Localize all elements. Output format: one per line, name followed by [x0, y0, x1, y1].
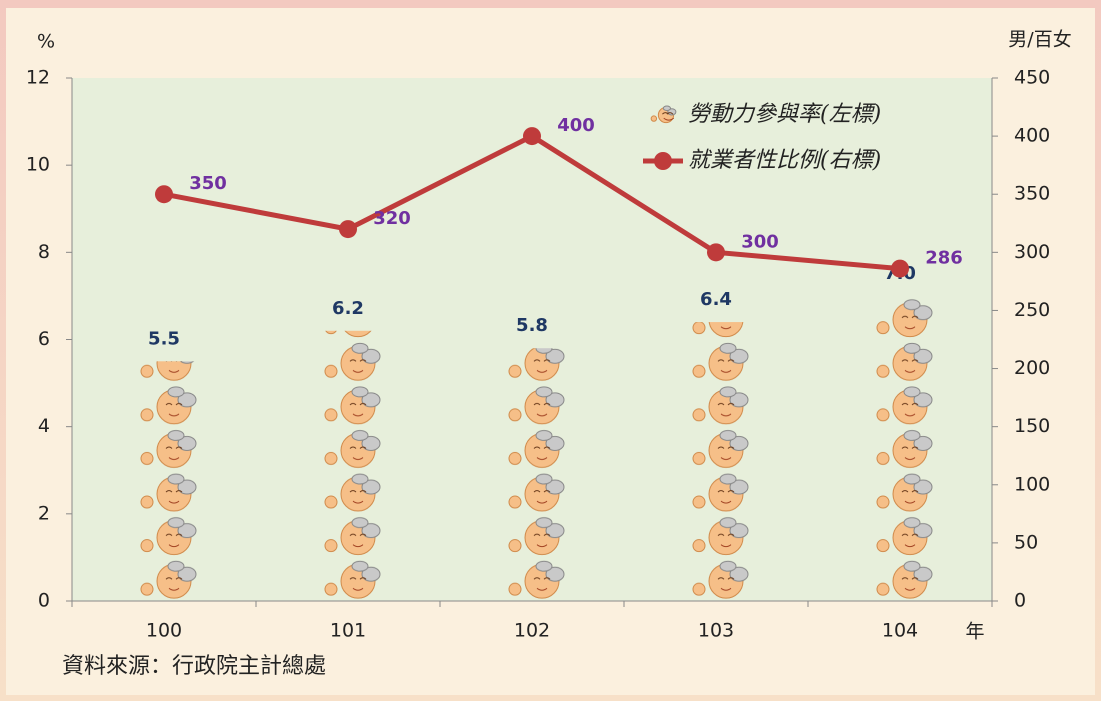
y2-tick-label: 400 [1014, 125, 1050, 147]
line-value-label: 400 [557, 115, 595, 136]
eye [662, 112, 674, 115]
x-tick-label: 104 [882, 620, 918, 642]
y2-axis-label: 男/百女 [1008, 29, 1071, 51]
y2-tick-label: 300 [1014, 241, 1050, 263]
legend-icon [654, 152, 672, 170]
y2-tick-label: 450 [1014, 67, 1050, 89]
bar-value-label: 6.2 [332, 298, 364, 319]
legend-icon [650, 105, 677, 124]
y2-tick-label: 50 [1014, 531, 1038, 553]
y2-tick-label: 250 [1014, 299, 1050, 321]
y-tick-label: 2 [38, 502, 50, 524]
line-point [339, 220, 357, 239]
pictograph-bar [440, 348, 624, 601]
line-point [523, 127, 541, 146]
y-tick-label: 12 [26, 67, 50, 89]
line-value-label: 300 [741, 231, 779, 252]
line-value-label: 320 [373, 208, 411, 229]
x-tick-label: 100 [146, 620, 182, 642]
line-value-label: 286 [925, 248, 963, 269]
y2-tick-label: 350 [1014, 183, 1050, 205]
y2-tick-label: 0 [1014, 590, 1026, 612]
legend-label: 勞動力參與率(左標) [688, 102, 881, 127]
bar-value-label: 5.5 [148, 328, 180, 349]
line-point [155, 185, 173, 204]
y-tick-label: 4 [38, 415, 50, 437]
y-tick-label: 10 [26, 154, 50, 176]
y2-tick-label: 150 [1014, 415, 1050, 437]
pictograph-bar [256, 330, 440, 601]
x-tick-label: 102 [514, 620, 550, 642]
x-axis-label: 年 [965, 621, 984, 643]
y-axis-label: % [37, 31, 55, 53]
line-point [891, 259, 909, 278]
bar-value-label: 6.4 [700, 289, 732, 310]
x-tick-label: 103 [698, 620, 734, 642]
line-point [707, 243, 725, 262]
line-value-label: 350 [189, 173, 227, 194]
y2-tick-label: 200 [1014, 357, 1050, 379]
legend-label: 就業者性比例(右標) [688, 148, 881, 173]
y-tick-label: 8 [38, 241, 50, 263]
bar-value-label: 5.8 [516, 315, 548, 336]
mouth [663, 117, 675, 121]
y2-tick-label: 100 [1014, 473, 1050, 495]
y-tick-label: 0 [38, 590, 50, 612]
hair [662, 105, 672, 111]
y-tick-label: 6 [38, 328, 50, 350]
source: 資料來源：行政院主計總處 [62, 654, 326, 679]
hand [650, 115, 658, 122]
pictograph-bar [72, 361, 256, 601]
x-tick-label: 101 [330, 620, 366, 642]
pictograph-bar [808, 295, 992, 601]
pictograph-bar [624, 322, 808, 601]
